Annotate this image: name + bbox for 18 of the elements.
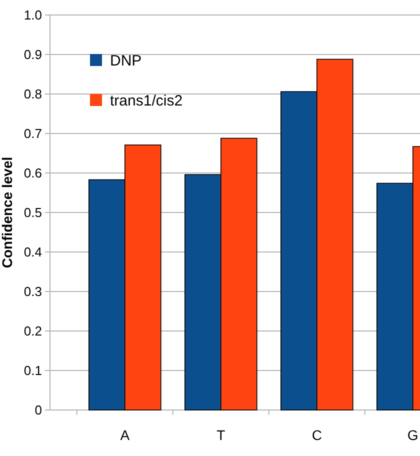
x-tick-label: T xyxy=(216,427,226,443)
x-tick-label: A xyxy=(120,427,130,443)
y-tick-label: 0.8 xyxy=(24,86,42,102)
y-tick-label: 0.2 xyxy=(24,324,42,339)
y-tick-label: 0.5 xyxy=(24,205,42,220)
y-tick-label: 0.3 xyxy=(24,284,42,300)
y-tick-label: 0.7 xyxy=(24,126,42,142)
y-tick-label: 0 xyxy=(34,402,42,418)
y-tick-label: 0.6 xyxy=(24,166,42,181)
y-tick-label: 0.1 xyxy=(24,363,42,378)
y-tick-label: 1.0 xyxy=(24,8,42,23)
x-tick-label: C xyxy=(312,427,322,443)
y-axis-title: Confidence level xyxy=(0,156,15,268)
legend-label: DNP xyxy=(110,52,142,70)
y-tick-label: 0.4 xyxy=(24,244,42,260)
y-tick-label: 0.9 xyxy=(24,47,42,62)
legend-label: trans1/cis2 xyxy=(110,92,183,110)
x-tick-label: G xyxy=(407,427,418,443)
